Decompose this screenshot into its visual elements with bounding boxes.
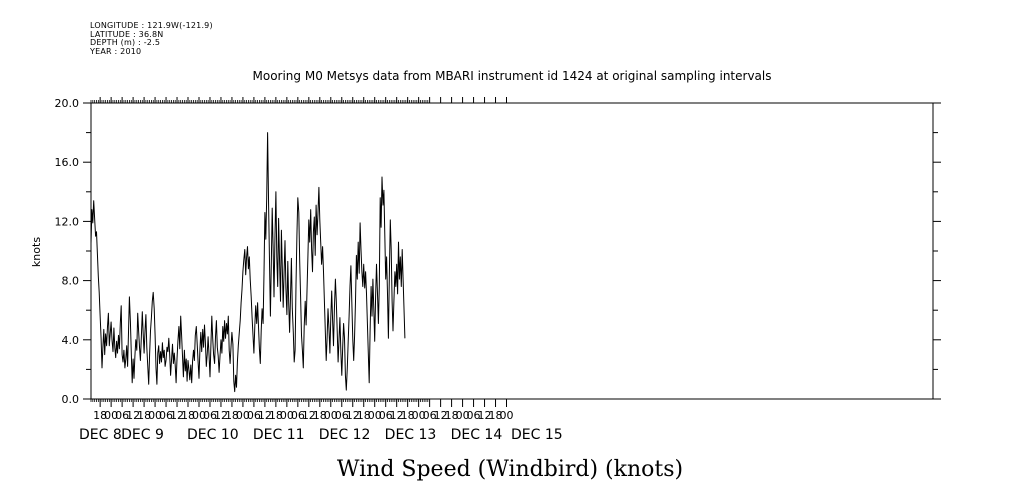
y-tick-label: 8.0 (62, 275, 80, 288)
x-date-label: DEC 15 (511, 427, 563, 443)
x-hour-label: 18 (357, 409, 371, 422)
x-hour-label: 00 (500, 409, 514, 422)
x-hour-label: 18 (93, 409, 107, 422)
x-hour-label: 06 (467, 409, 481, 422)
x-hour-label: 18 (401, 409, 415, 422)
x-hour-label: 18 (313, 409, 327, 422)
x-hour-label: 12 (390, 409, 404, 422)
x-hour-label: 12 (170, 409, 184, 422)
series-layer (90, 132, 406, 393)
x-hour-label: 12 (258, 409, 272, 422)
chart-title: Mooring M0 Metsys data from MBARI instru… (253, 69, 772, 83)
x-hour-label: 00 (412, 409, 426, 422)
x-date-label: DEC 8 (79, 427, 122, 443)
x-hour-label: 18 (225, 409, 239, 422)
x-hour-label: 18 (489, 409, 503, 422)
x-hour-label: 06 (247, 409, 261, 422)
x-axis: 1800061218000612180006121800061218000612… (79, 97, 563, 443)
x-hour-label: 00 (236, 409, 250, 422)
x-hour-label: 06 (291, 409, 305, 422)
x-hour-label: 00 (192, 409, 206, 422)
y-tick-label: 12.0 (55, 215, 80, 228)
x-hour-label: 12 (434, 409, 448, 422)
y-tick-label: 4.0 (62, 334, 80, 347)
x-hour-label: 00 (324, 409, 338, 422)
x-hour-label: 00 (368, 409, 382, 422)
x-date-label: DEC 13 (385, 427, 437, 443)
longitude-label: LONGITUDE : 121.9W(-121.9) (90, 21, 213, 30)
x-hour-label: 12 (302, 409, 316, 422)
x-date-label: DEC 12 (319, 427, 371, 443)
x-hour-label: 12 (478, 409, 492, 422)
x-hour-label: 06 (335, 409, 349, 422)
latitude-label: LATITUDE : 36.8N (90, 29, 164, 39)
x-hour-label: 06 (159, 409, 173, 422)
x-date-label: DEC 9 (121, 427, 164, 443)
x-hour-label: 12 (214, 409, 228, 422)
year-label: YEAR : 2010 (90, 46, 142, 56)
x-date-label: DEC 11 (253, 427, 305, 443)
series-line-0 (90, 132, 406, 393)
y-tick-label: 0.0 (62, 393, 80, 406)
x-hour-label: 06 (423, 409, 437, 422)
x-hour-label: 12 (126, 409, 140, 422)
x-hour-label: 18 (181, 409, 195, 422)
y-tick-label: 16.0 (55, 156, 80, 169)
x-hour-label: 00 (148, 409, 162, 422)
bottom-title: Wind Speed (Windbird) (knots) (337, 457, 683, 482)
x-hour-label: 18 (269, 409, 283, 422)
x-hour-label: 12 (346, 409, 360, 422)
x-date-label: DEC 10 (187, 427, 239, 443)
y-axis-label: knots (30, 237, 43, 267)
x-hour-label: 06 (115, 409, 129, 422)
y-axis: 0.0 4.0 8.0 12.0 16.0 20.0 (55, 97, 941, 406)
plot-frame (90, 102, 934, 400)
x-hour-label: 00 (456, 409, 470, 422)
x-hour-label: 18 (137, 409, 151, 422)
y-tick-label: 20.0 (55, 97, 80, 110)
x-hour-label: 06 (379, 409, 393, 422)
x-date-label: DEC 14 (451, 427, 503, 443)
x-hour-label: 00 (104, 409, 118, 422)
x-hour-label: 00 (280, 409, 294, 422)
x-hour-label: 18 (445, 409, 459, 422)
x-hour-label: 06 (203, 409, 217, 422)
depth-label: DEPTH (m) : -2.5 (90, 38, 161, 47)
